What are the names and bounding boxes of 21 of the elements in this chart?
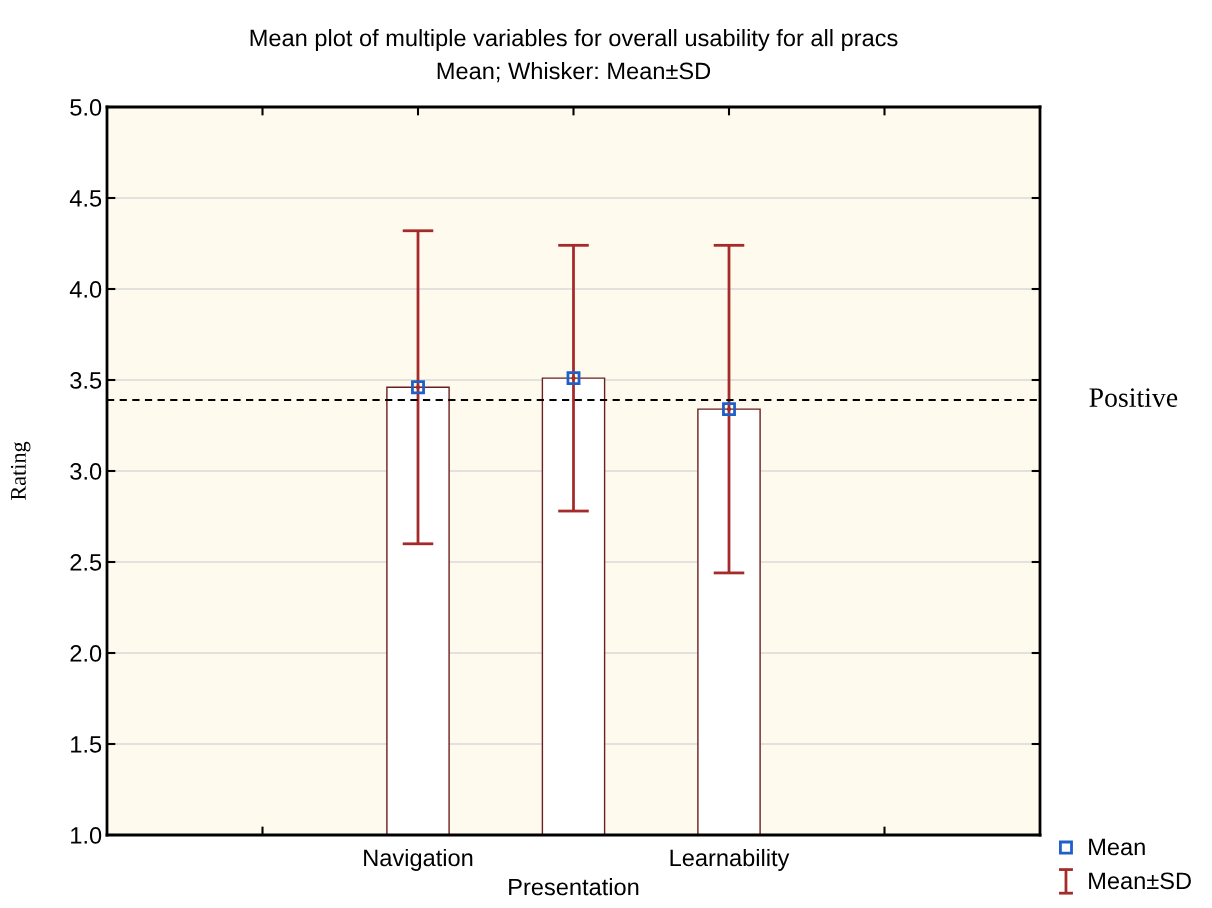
chart-title: Mean plot of multiple variables for overall usability for all pracs — [250, 29, 898, 51]
y-axis-title: Rating — [10, 441, 31, 500]
y-tick-label: 2.5 — [70, 554, 102, 571]
point — [411, 380, 425, 395]
x-tick-label: Presentation — [509, 878, 639, 896]
y-tick-label: 5.0 — [70, 99, 102, 116]
chart-subtitle: Mean; Whisker: Mean±SD — [437, 62, 711, 83]
y-tick-label: 2.0 — [70, 645, 102, 662]
legend-label: Mean — [1089, 838, 1145, 856]
x-tick-label: Navigation — [364, 848, 473, 871]
y-tick-label: 3.0 — [70, 463, 102, 480]
y-tick-label: 4.0 — [69, 281, 102, 298]
ref-line-label: Positive — [1089, 388, 1178, 407]
x-tick-label: Learnability — [670, 848, 790, 871]
y-tick-label: 1.0 — [71, 827, 102, 844]
y-tick-label: 3.5 — [70, 372, 102, 389]
legend-label: Mean±SD — [1089, 872, 1191, 890]
y-tick-label: 4.5 — [69, 190, 102, 207]
point — [722, 402, 736, 417]
y-tick-label: 1.5 — [71, 736, 102, 753]
point — [566, 371, 581, 386]
